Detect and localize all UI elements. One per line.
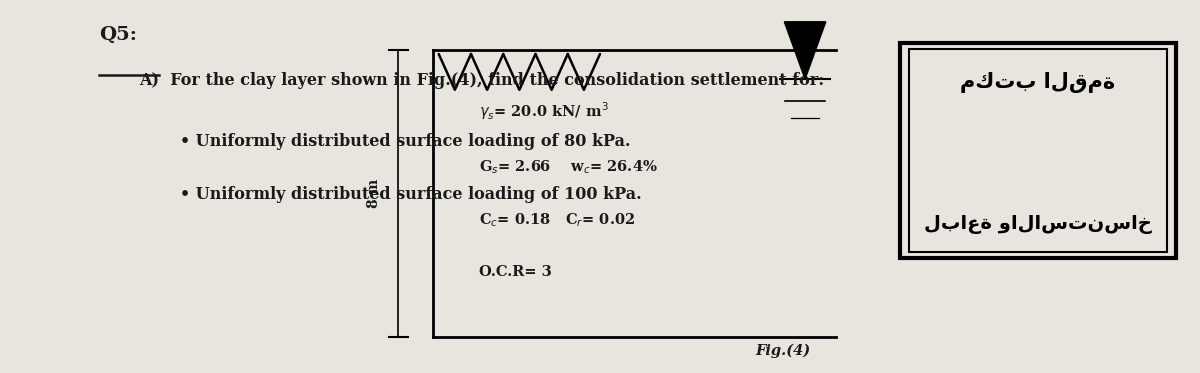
Bar <box>900 43 1176 258</box>
Text: Fig.(4): Fig.(4) <box>756 344 811 358</box>
Text: مكتب القمة: مكتب القمة <box>960 72 1115 93</box>
Polygon shape <box>785 22 826 79</box>
Text: C$_c$= 0.18   C$_r$= 0.02: C$_c$= 0.18 C$_r$= 0.02 <box>479 211 635 229</box>
Text: لباعة والاستنساخ: لباعة والاستنساخ <box>924 215 1152 234</box>
Text: • Uniformly distributed surface loading of 80 kPa.: • Uniformly distributed surface loading … <box>180 133 630 150</box>
Text: • Uniformly distributed surface loading of 100 kPa.: • Uniformly distributed surface loading … <box>180 186 641 204</box>
Bar <box>908 49 1166 253</box>
Text: 8 m: 8 m <box>367 179 382 208</box>
Text: $\gamma_s$= 20.0 kN/ m$^3$: $\gamma_s$= 20.0 kN/ m$^3$ <box>479 101 608 122</box>
Text: O.C.R= 3: O.C.R= 3 <box>479 265 552 279</box>
Text: A)  For the clay layer shown in Fig.(4), find the consolidation settlement for:: A) For the clay layer shown in Fig.(4), … <box>139 72 824 89</box>
Text: Q5:: Q5: <box>98 25 137 43</box>
Text: G$_s$= 2.66    w$_c$= 26.4%: G$_s$= 2.66 w$_c$= 26.4% <box>479 158 658 176</box>
